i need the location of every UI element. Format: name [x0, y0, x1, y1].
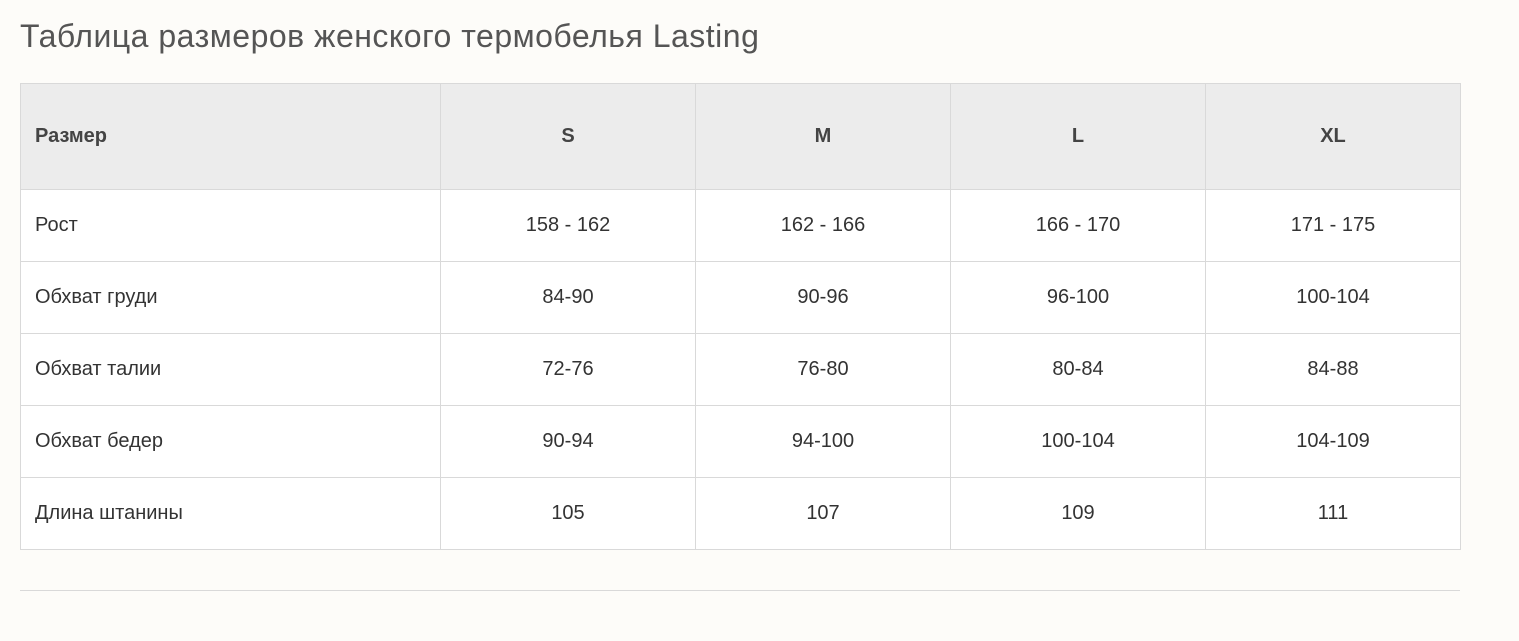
row-label: Обхват груди: [21, 262, 441, 334]
table-row: Обхват талии 72-76 76-80 80-84 84-88: [21, 334, 1461, 406]
header-row-label: Размер: [21, 84, 441, 190]
cell-value: 90-94: [441, 406, 696, 478]
cell-value: 104-109: [1206, 406, 1461, 478]
size-table: Размер S M L XL Рост 158 - 162 162 - 166…: [20, 83, 1461, 550]
cell-value: 80-84: [951, 334, 1206, 406]
row-label: Обхват бедер: [21, 406, 441, 478]
cell-value: 105: [441, 478, 696, 550]
cell-value: 84-88: [1206, 334, 1461, 406]
table-row: Обхват груди 84-90 90-96 96-100 100-104: [21, 262, 1461, 334]
cell-value: 171 - 175: [1206, 190, 1461, 262]
cell-value: 84-90: [441, 262, 696, 334]
table-header-row: Размер S M L XL: [21, 84, 1461, 190]
cell-value: 96-100: [951, 262, 1206, 334]
cell-value: 100-104: [1206, 262, 1461, 334]
cell-value: 76-80: [696, 334, 951, 406]
column-header: L: [951, 84, 1206, 190]
row-label: Длина штанины: [21, 478, 441, 550]
table-row: Рост 158 - 162 162 - 166 166 - 170 171 -…: [21, 190, 1461, 262]
cell-value: 162 - 166: [696, 190, 951, 262]
table-row: Обхват бедер 90-94 94-100 100-104 104-10…: [21, 406, 1461, 478]
cell-value: 100-104: [951, 406, 1206, 478]
cell-value: 111: [1206, 478, 1461, 550]
row-label: Рост: [21, 190, 441, 262]
cell-value: 109: [951, 478, 1206, 550]
table-row: Длина штанины 105 107 109 111: [21, 478, 1461, 550]
column-header: S: [441, 84, 696, 190]
cell-value: 72-76: [441, 334, 696, 406]
row-label: Обхват талии: [21, 334, 441, 406]
column-header: M: [696, 84, 951, 190]
page-title: Таблица размеров женского термобелья Las…: [20, 18, 1499, 55]
cell-value: 166 - 170: [951, 190, 1206, 262]
divider: [20, 590, 1460, 591]
cell-value: 90-96: [696, 262, 951, 334]
cell-value: 107: [696, 478, 951, 550]
cell-value: 94-100: [696, 406, 951, 478]
cell-value: 158 - 162: [441, 190, 696, 262]
column-header: XL: [1206, 84, 1461, 190]
